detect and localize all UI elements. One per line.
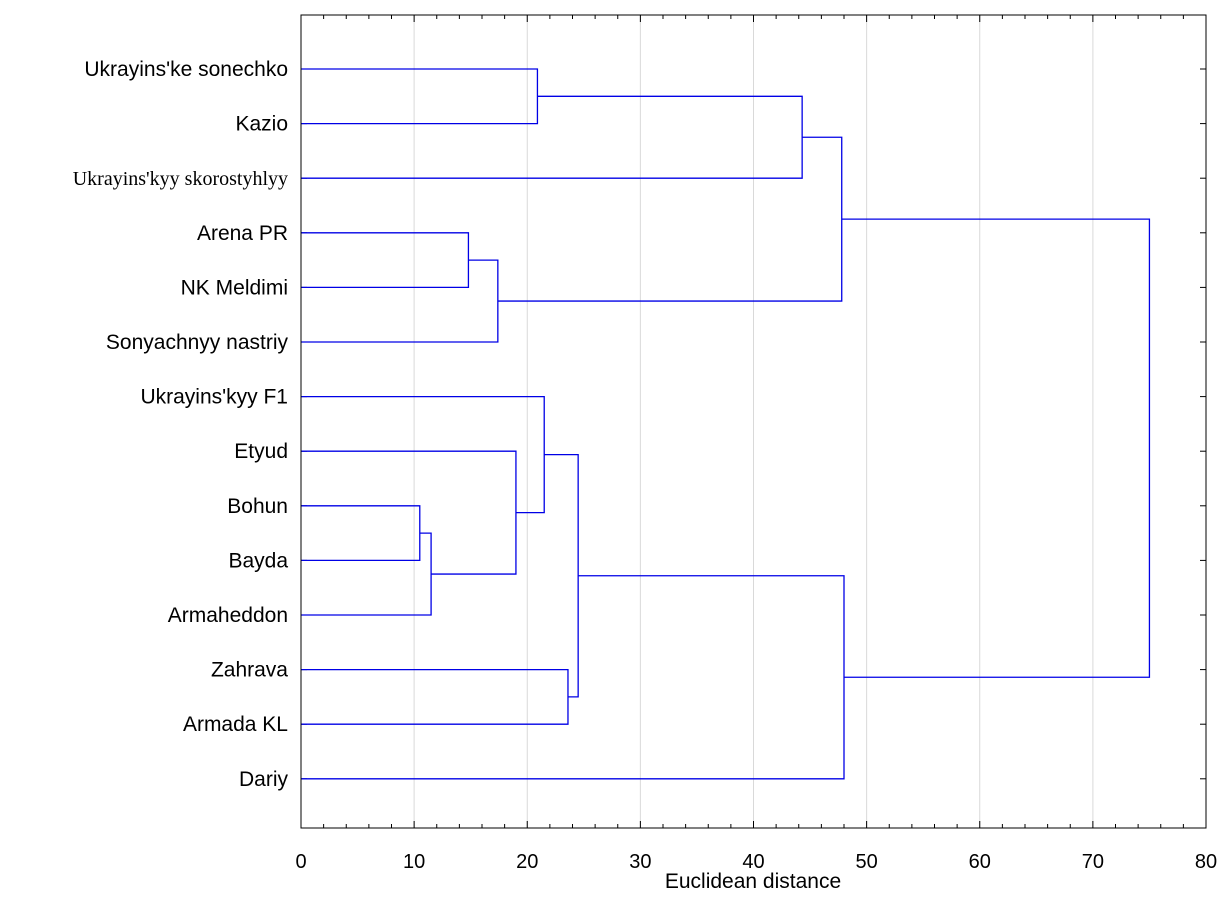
x-tick-label: 30 xyxy=(629,851,651,873)
leaf-label: Sonyachnyy nastriy xyxy=(106,331,289,354)
x-tick-labels: 0 10 20 30 40 50 60 70 80 xyxy=(295,851,1217,873)
dendrogram-link xyxy=(544,453,579,698)
dendrogram-link xyxy=(301,575,845,780)
x-tick-label: 80 xyxy=(1195,851,1217,873)
x-tick-label: 70 xyxy=(1082,851,1104,873)
leaf-labels: Ukrayins'ke sonechko Kazio Ukrayins'kyy sk… xyxy=(73,58,289,791)
leaf-label: Armada KL xyxy=(183,713,288,736)
x-tick-label: 20 xyxy=(516,851,538,873)
leaf-label: Dariy xyxy=(239,768,289,791)
plot-frame xyxy=(300,14,1207,829)
grid-lines xyxy=(413,15,1094,828)
leaf-label: Armaheddon xyxy=(168,604,288,627)
dendrogram-link xyxy=(301,95,803,179)
leaf-label: Bohun xyxy=(227,495,288,518)
leaf-label: Bayda xyxy=(228,549,288,572)
leaf-label: Zahrava xyxy=(211,659,288,682)
leaf-label: Etyud xyxy=(234,440,288,463)
dendrogram-link xyxy=(301,450,517,575)
dendrogram-link xyxy=(301,505,421,562)
x-tick-label: 50 xyxy=(856,851,878,873)
dendrogram-link xyxy=(301,259,499,343)
dendrogram-link xyxy=(301,232,470,289)
leaf-label: Ukrayins'kyy skorostyhlyy xyxy=(73,168,288,190)
dendrogram-link xyxy=(301,532,432,616)
x-tick-label: 40 xyxy=(742,851,764,873)
dendrogram-link xyxy=(301,668,569,725)
x-tick-label: 0 xyxy=(295,851,306,873)
x-tick-label: 10 xyxy=(403,851,425,873)
x-axis-title: Euclidean distance xyxy=(665,870,841,893)
leaf-label: NK Meldimi xyxy=(181,276,288,299)
leaf-label: Arena PR xyxy=(197,222,288,245)
dendrogram-link xyxy=(301,68,539,125)
leaf-label: Ukrayins'ke sonechko xyxy=(84,58,288,81)
leaf-label: Ukrayins'kyy F1 xyxy=(140,386,288,409)
dendrogram-link xyxy=(841,218,1151,678)
dendrogram-link xyxy=(497,136,843,302)
dendrogram-links xyxy=(301,68,1151,780)
leaf-label: Kazio xyxy=(235,113,288,136)
dendrogram-link xyxy=(301,395,545,514)
x-tick-label: 60 xyxy=(969,851,991,873)
